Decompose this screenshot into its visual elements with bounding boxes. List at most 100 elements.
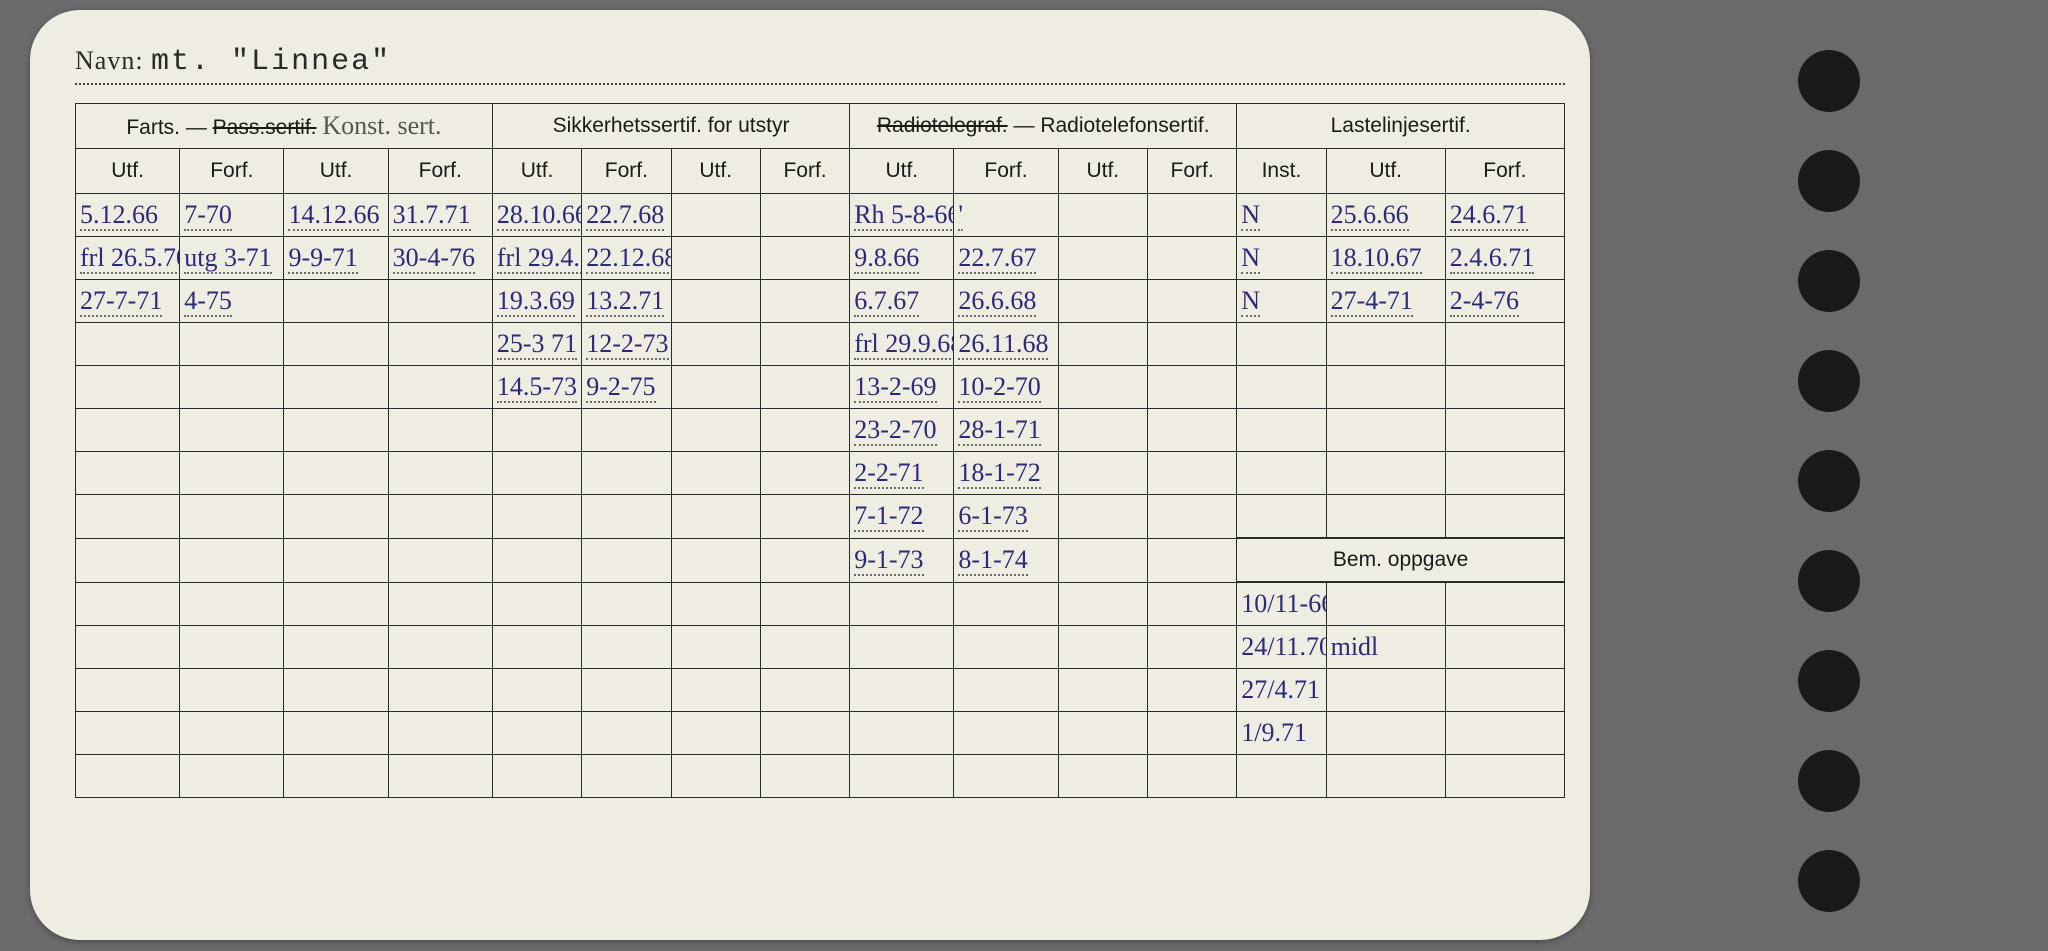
cell	[492, 669, 581, 712]
sub-forf: Forf.	[180, 149, 284, 194]
sub-forf: Forf.	[1445, 149, 1564, 194]
cell	[180, 626, 284, 669]
cell: 9-2-75	[582, 366, 671, 409]
cell	[671, 366, 760, 409]
cell	[76, 323, 180, 366]
cell: 19.3.69	[492, 280, 581, 323]
cell	[850, 669, 954, 712]
cell	[388, 323, 492, 366]
cell	[1058, 626, 1147, 669]
cell	[1147, 194, 1236, 237]
cell	[492, 755, 581, 798]
cell	[1326, 755, 1445, 798]
cell	[76, 669, 180, 712]
cell: 26.6.68	[954, 280, 1058, 323]
bem-cell	[1445, 669, 1564, 712]
cell	[284, 626, 388, 669]
cell: 9-1-73	[850, 538, 954, 582]
cell	[1058, 495, 1147, 539]
cell	[760, 582, 849, 626]
table-row: 2-2-7118-1-72	[76, 452, 1565, 495]
sub-forf: Forf.	[388, 149, 492, 194]
cell	[1445, 452, 1564, 495]
sub-utf: Utf.	[284, 149, 388, 194]
cell: 26.11.68	[954, 323, 1058, 366]
cell	[582, 755, 671, 798]
cell: 18-1-72	[954, 452, 1058, 495]
cell	[671, 626, 760, 669]
binder-holes	[1590, 10, 1910, 940]
cell	[954, 755, 1058, 798]
cell	[1326, 409, 1445, 452]
binder-hole	[1798, 150, 1860, 212]
navn-label: Navn:	[75, 46, 144, 75]
cell	[671, 669, 760, 712]
cell	[760, 366, 849, 409]
cell: 2-4-76	[1445, 280, 1564, 323]
cell	[180, 755, 284, 798]
cell	[582, 538, 671, 582]
binder-hole	[1798, 850, 1860, 912]
cell	[284, 495, 388, 539]
sub-utf: Utf.	[671, 149, 760, 194]
cell	[1058, 582, 1147, 626]
cell	[284, 755, 388, 798]
cell: 8-1-74	[954, 538, 1058, 582]
cell	[284, 280, 388, 323]
cell	[388, 755, 492, 798]
cell	[180, 669, 284, 712]
cell	[1147, 409, 1236, 452]
sub-inst: Inst.	[1237, 149, 1326, 194]
cell	[1147, 366, 1236, 409]
cell	[1237, 452, 1326, 495]
table-row: 14.5-739-2-7513-2-6910-2-70	[76, 366, 1565, 409]
cell: 6.7.67	[850, 280, 954, 323]
bem-cell	[1445, 582, 1564, 626]
cell	[76, 495, 180, 539]
cell	[180, 495, 284, 539]
cell	[1237, 323, 1326, 366]
cell: 22.12.68	[582, 237, 671, 280]
cell	[1445, 495, 1564, 539]
cell	[671, 538, 760, 582]
cell	[850, 582, 954, 626]
cell	[671, 237, 760, 280]
cell: 12-2-73	[582, 323, 671, 366]
cell	[284, 669, 388, 712]
cell	[1058, 538, 1147, 582]
sub-utf: Utf.	[1058, 149, 1147, 194]
cell: utg 3-71	[180, 237, 284, 280]
cell	[180, 366, 284, 409]
navn-value: mt. "Linnea"	[151, 45, 391, 79]
cell	[180, 538, 284, 582]
cell	[582, 452, 671, 495]
cell	[1326, 323, 1445, 366]
cell	[76, 582, 180, 626]
index-card: Navn: mt. "Linnea" Farts. — Pass.sertif.…	[30, 10, 1590, 940]
cell: frl 29.9.68	[850, 323, 954, 366]
cell	[671, 755, 760, 798]
cell: 18.10.67	[1326, 237, 1445, 280]
cell: frl 26.5.70	[76, 237, 180, 280]
binder-hole	[1798, 750, 1860, 812]
cell	[760, 495, 849, 539]
cell	[388, 626, 492, 669]
cell	[671, 194, 760, 237]
cell	[76, 409, 180, 452]
cell: 25.6.66	[1326, 194, 1445, 237]
certificate-table: Farts. — Pass.sertif. Konst. sert. Sikke…	[75, 103, 1565, 798]
cell: 10-2-70	[954, 366, 1058, 409]
cell	[180, 712, 284, 755]
cell	[492, 712, 581, 755]
cell: 4-75	[180, 280, 284, 323]
sub-utf: Utf.	[492, 149, 581, 194]
bem-cell	[1326, 712, 1445, 755]
cell	[180, 582, 284, 626]
cell: 28.10.66	[492, 194, 581, 237]
cell	[284, 582, 388, 626]
cell	[1058, 366, 1147, 409]
cell	[760, 669, 849, 712]
bem-cell: 1/9.71	[1237, 712, 1326, 755]
cell	[1058, 452, 1147, 495]
hdr-radio: Radiotelegraf. — Radiotelefonsertif.	[850, 104, 1237, 149]
